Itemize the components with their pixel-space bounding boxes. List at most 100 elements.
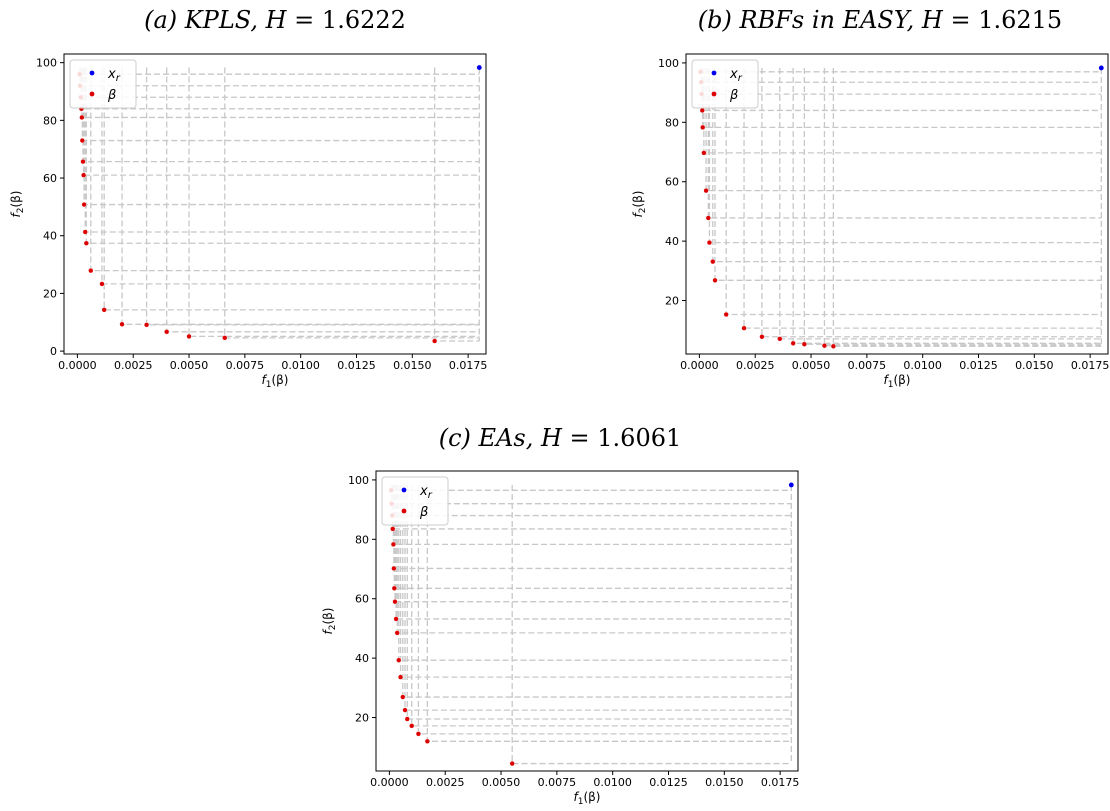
pareto-point bbox=[79, 114, 85, 121]
dominated-region-line bbox=[390, 484, 792, 491]
y-tick-label: 40 bbox=[355, 652, 369, 665]
dominated-region-line bbox=[392, 484, 792, 530]
dominated-region-line bbox=[712, 67, 1102, 263]
dominated-region-line bbox=[80, 67, 480, 98]
dominated-region-line bbox=[779, 67, 1102, 340]
dominated-region-line bbox=[761, 67, 1102, 338]
legend-label-reference: xr bbox=[419, 484, 433, 501]
legend-label-reference: xr bbox=[729, 67, 743, 84]
dominated-region-line bbox=[392, 484, 792, 546]
y-tick-label: 60 bbox=[665, 176, 679, 189]
dominated-region-line bbox=[82, 67, 480, 176]
pareto-point bbox=[394, 630, 400, 636]
x-tick-label: 0.0150 bbox=[705, 776, 744, 789]
legend-label-points: β bbox=[419, 505, 428, 520]
dominated-region-line bbox=[832, 67, 1102, 347]
x-tick-label: 0.0075 bbox=[226, 359, 265, 372]
y-tick-label: 0 bbox=[50, 345, 57, 358]
dominated-region-line bbox=[399, 484, 792, 678]
x-axis-label: f1(β) bbox=[262, 373, 289, 390]
x-tick-label: 0.0175 bbox=[1071, 359, 1110, 372]
x-tick-label: 0.0050 bbox=[170, 359, 209, 372]
dominated-region-line bbox=[705, 67, 1102, 192]
legend-label-reference: xr bbox=[107, 67, 121, 84]
x-tick-label: 0.0175 bbox=[449, 359, 488, 372]
pareto-point bbox=[390, 526, 396, 532]
pareto-point bbox=[759, 334, 765, 340]
x-tick-label: 0.0100 bbox=[903, 359, 942, 372]
pareto-point bbox=[404, 716, 410, 722]
legend-box bbox=[691, 59, 759, 109]
x-tick-label: 0.0025 bbox=[736, 359, 775, 372]
pareto-point bbox=[723, 311, 729, 318]
dominated-region-line bbox=[396, 484, 792, 634]
pareto-point bbox=[409, 723, 415, 729]
legend-marker-points bbox=[89, 91, 95, 97]
y-tick-label: 100 bbox=[36, 57, 57, 70]
pareto-point bbox=[81, 201, 87, 208]
y-axis-label: f2(β) bbox=[9, 191, 26, 218]
pareto-point bbox=[391, 585, 397, 591]
x-tick-label: 0.0125 bbox=[649, 776, 688, 789]
legend-marker-reference bbox=[401, 487, 407, 493]
dominated-region-line bbox=[511, 484, 792, 765]
pareto-point bbox=[164, 329, 170, 335]
panel-title: (b) RBFs in EASY, H = 1.6215 bbox=[698, 6, 1062, 34]
dominated-region-line bbox=[699, 67, 1102, 73]
x-tick-label: 0.0025 bbox=[426, 776, 465, 789]
pareto-point bbox=[432, 338, 438, 344]
y-tick-label: 80 bbox=[665, 116, 679, 129]
dominated-region-line bbox=[707, 67, 1102, 219]
pareto-point bbox=[391, 565, 397, 572]
dominated-region-line bbox=[90, 67, 480, 272]
dominated-region-line bbox=[79, 67, 480, 87]
dominated-region-line bbox=[84, 67, 480, 233]
x-tick-label: 0.0125 bbox=[337, 359, 376, 372]
legend-box bbox=[69, 59, 137, 109]
y-axis-label: f2(β) bbox=[321, 608, 338, 635]
dominated-region-line bbox=[83, 67, 480, 206]
y-tick-label: 40 bbox=[43, 230, 57, 243]
x-tick-label: 0.0175 bbox=[761, 776, 800, 789]
x-tick-label: 0.0025 bbox=[114, 359, 153, 372]
pareto-point bbox=[119, 321, 125, 327]
dominated-region-line bbox=[823, 67, 1102, 347]
y-tick-label: 100 bbox=[658, 57, 679, 70]
dominated-region-line bbox=[390, 484, 792, 505]
legend-marker-reference bbox=[89, 70, 95, 76]
dominated-region-line bbox=[395, 484, 792, 620]
pareto-point bbox=[186, 333, 192, 340]
dominated-region-line bbox=[700, 67, 1102, 83]
y-tick-label: 80 bbox=[43, 114, 57, 127]
pareto-point bbox=[222, 335, 228, 341]
legend: xr β bbox=[381, 476, 449, 526]
dominated-region-line bbox=[398, 484, 792, 661]
pareto-point bbox=[710, 259, 716, 265]
legend-marker-points bbox=[711, 91, 717, 97]
dominated-region-line bbox=[103, 67, 480, 311]
y-tick-label: 20 bbox=[43, 287, 57, 300]
x-tick-label: 0.0000 bbox=[370, 776, 409, 789]
pareto-point bbox=[415, 731, 422, 737]
dominated-region-line bbox=[82, 67, 480, 163]
pareto-point bbox=[801, 341, 807, 347]
x-tick-label: 0.0075 bbox=[538, 776, 577, 789]
reference-point bbox=[476, 65, 482, 70]
y-tick-label: 60 bbox=[355, 593, 369, 606]
pareto-point bbox=[790, 340, 796, 346]
pareto-point bbox=[81, 172, 87, 178]
reference-point bbox=[788, 482, 794, 488]
dominated-region-line bbox=[78, 67, 480, 75]
pareto-point bbox=[402, 707, 408, 713]
legend-marker-reference bbox=[711, 70, 717, 76]
dominated-region-line bbox=[426, 484, 792, 742]
y-tick-label: 80 bbox=[355, 533, 369, 546]
y-axis-label: f2(β) bbox=[631, 191, 648, 218]
panel-title: (c) EAs, H = 1.6061 bbox=[439, 424, 682, 452]
dominated-region-line bbox=[188, 67, 480, 338]
dominated-region-line bbox=[391, 484, 792, 517]
x-tick-label: 0.0100 bbox=[281, 359, 320, 372]
x-axis-label: f1(β) bbox=[574, 790, 601, 807]
y-tick-label: 20 bbox=[665, 295, 679, 308]
